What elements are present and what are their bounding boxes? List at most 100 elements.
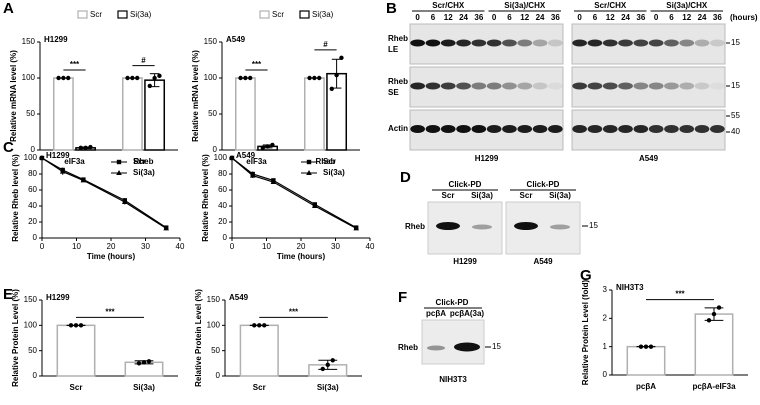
x-tick-label: eIF3a [246,157,267,166]
row-label: Actin [388,124,408,133]
bar [144,79,166,151]
band [502,39,517,47]
data-point [135,75,140,81]
y-tick-label: 0 [603,370,608,379]
y-tick-label: 80 [28,169,37,178]
time-label: 24 [536,13,545,22]
x-tick-label: 30 [141,242,150,251]
subtitle: H1299 [44,35,68,44]
panel-label: A [3,0,14,17]
legend-label: Si(3a) [323,168,345,177]
lane-label: Scr [442,191,455,200]
data-point [146,359,152,364]
band [694,125,710,133]
legend-label: Si(3a) [130,10,152,19]
y-tick-label: 100 [207,320,221,329]
band [517,125,533,133]
time-label: 6 [431,13,436,22]
data-point [248,75,253,81]
data-point [78,145,83,151]
x-tick-label: Rheb [316,157,336,166]
y-tick-label: 150 [24,295,38,304]
data-point [339,55,344,61]
panel-label: G [580,267,592,284]
data-point [312,75,317,81]
band [550,224,570,230]
significance-label: # [141,56,146,65]
y-tick-label: 1 [603,342,608,351]
data-point [638,344,644,349]
band [425,39,441,47]
y-tick-label: 60 [28,185,37,194]
lane-label: pcβA [426,309,446,318]
mw-marker: 15 [731,81,740,90]
x-tick-label: 40 [366,242,375,251]
x-tick-label: 20 [297,242,306,251]
row-label: Rheb [405,222,425,231]
bar [52,77,74,151]
cell-label: NIH3T3 [439,375,467,384]
y-tick-label: 50 [26,109,35,118]
mw-marker: 15 [589,221,598,230]
time-label: 0 [577,13,582,22]
time-label: 24 [459,13,468,22]
band [548,125,563,133]
y-tick-label: 150 [207,295,221,304]
time-label: 6 [507,13,512,22]
lane-label: Si(3a) [471,191,493,200]
band [454,342,480,352]
significance-label: *** [289,307,299,316]
data-point [262,323,267,328]
bar [239,324,279,377]
time-label: 36 [636,13,645,22]
mw-marker: 55 [731,111,740,120]
data-point [260,145,265,151]
row-label: Rheb [388,34,408,43]
x-tick-label: Scr [70,383,83,392]
x-tick-label: pcβA-eIF3a [692,382,736,391]
time-label: 36 [713,13,722,22]
band [436,222,460,230]
data-point [141,360,147,365]
band [587,39,603,47]
x-tick-label: 10 [262,242,271,251]
data-point [706,318,712,323]
band [710,39,725,47]
significance-label: *** [675,290,685,299]
band [532,82,548,90]
band [440,125,456,133]
y-tick-label: 100 [24,320,38,329]
time-label: 0 [492,13,497,22]
subtitle: NIH3T3 [616,283,644,292]
x-tick-label: eIF3a [64,157,85,166]
band [648,82,664,90]
band [548,82,563,90]
data-point [66,75,71,81]
blot-header: Scr/CHX [594,1,627,10]
data-point [83,145,88,151]
y-tick-label: 50 [211,346,220,355]
legend-swatch [259,10,270,19]
x-tick-label: 10 [72,242,81,251]
y-tick-label: 100 [24,153,38,162]
y-axis-label: Relative Rheb level (%) [201,154,210,242]
marker [249,172,256,178]
marker [39,155,45,160]
band [517,39,533,47]
band [648,125,664,133]
legend-marker [306,159,312,165]
y-tick-label: 100 [204,73,218,82]
subtitle: H1299 [46,151,70,160]
bar [626,345,666,376]
time-label: 36 [474,13,483,22]
band [679,125,695,133]
band [410,82,425,90]
bar [303,77,325,151]
band [456,125,471,133]
x-tick-label: 0 [230,242,235,251]
time-label: 24 [698,13,707,22]
significance-label: *** [70,60,80,69]
band [456,39,471,47]
panel-label: F [398,289,407,306]
